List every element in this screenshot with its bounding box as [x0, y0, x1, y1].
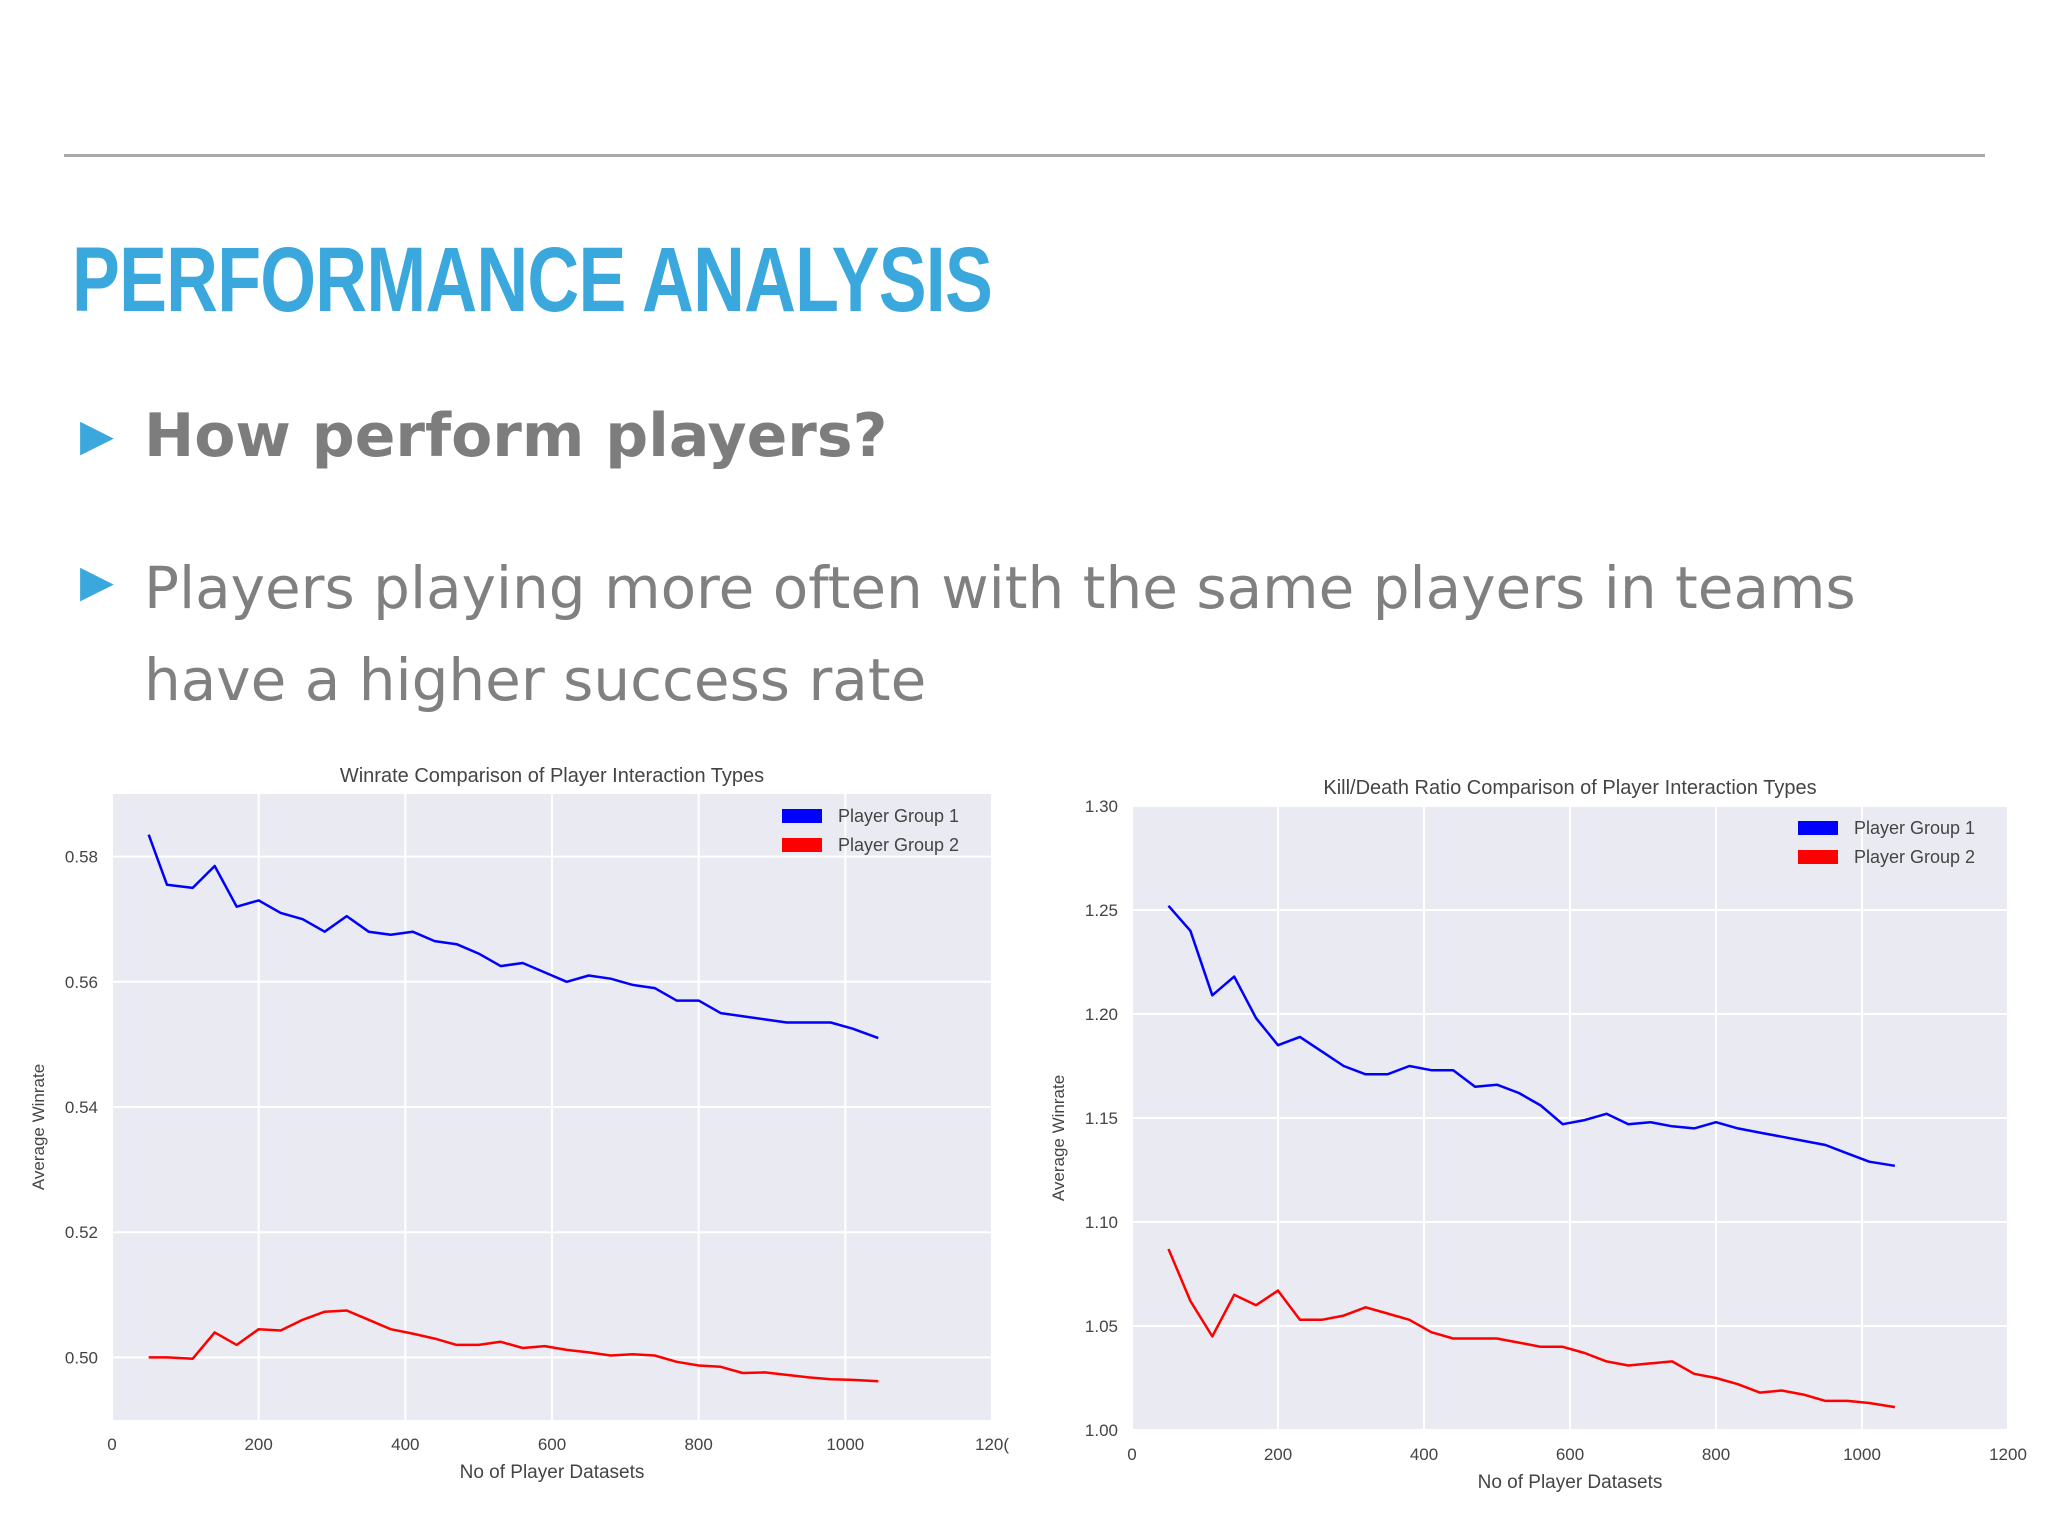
y-tick-label: 1.00 — [1085, 1421, 1118, 1440]
y-tick-label: 0.50 — [65, 1348, 98, 1367]
series-line-group-2 — [1167, 1248, 1896, 1409]
legend-swatch — [782, 809, 822, 823]
x-tick-label: 400 — [1410, 1445, 1438, 1464]
legend-label: Player Group 2 — [838, 835, 959, 855]
y-tick-label: 0.54 — [65, 1098, 98, 1117]
y-tick-label: 0.56 — [65, 973, 98, 992]
x-tick-label: 0 — [107, 1435, 116, 1454]
y-tick-label: 0.52 — [65, 1223, 98, 1242]
y-tick-label: 0.58 — [65, 848, 98, 867]
x-tick-label: 200 — [1264, 1445, 1292, 1464]
slide-title: PERFORMANCE ANALYSIS — [72, 229, 993, 331]
x-tick-label: 120( — [975, 1435, 1009, 1454]
winrate-chart: 0 200 400 600 800 1000 120( 0.50 0.52 0.54 0.56 0.5… — [29, 765, 1009, 1483]
x-axis-label: No of Player Datasets — [460, 1462, 645, 1483]
legend-swatch — [1798, 850, 1838, 864]
y-tick-label: 1.30 — [1085, 797, 1118, 816]
legend-label: Player Group 1 — [838, 806, 959, 826]
chart-title: Kill/Death Ratio Comparison of Player In… — [1323, 777, 1816, 799]
bullet-text: How perform players? — [144, 401, 888, 471]
x-tick-label: 800 — [684, 1435, 712, 1454]
top-divider — [64, 154, 1985, 157]
x-tick-label: 600 — [538, 1435, 566, 1454]
legend-label: Player Group 1 — [1854, 818, 1975, 838]
x-tick-label: 200 — [244, 1435, 272, 1454]
legend-swatch — [782, 838, 822, 852]
x-tick-label: 1000 — [826, 1435, 864, 1454]
chart-title: Winrate Comparison of Player Interaction… — [340, 765, 764, 787]
y-axis-label: Average Winrate — [29, 1064, 48, 1190]
legend-swatch — [1798, 821, 1838, 835]
series-line-group-1 — [147, 834, 879, 1040]
legend-label: Player Group 2 — [1854, 847, 1975, 867]
triangle-bullet-icon: ▶ — [80, 410, 114, 461]
y-tick-label: 1.20 — [1085, 1005, 1118, 1024]
y-tick-label: 1.25 — [1085, 901, 1118, 920]
triangle-bullet-icon: ▶ — [80, 556, 114, 607]
x-tick-label: 0 — [1127, 1445, 1136, 1464]
series-line-group-1 — [1167, 904, 1896, 1168]
x-tick-label: 1000 — [1843, 1445, 1881, 1464]
bullet-text: Players playing more often with the same… — [144, 554, 1856, 714]
y-tick-label: 1.15 — [1085, 1109, 1118, 1128]
y-tick-label: 1.10 — [1085, 1213, 1118, 1232]
y-axis-label: Average Winrate — [1049, 1075, 1068, 1201]
x-tick-label: 400 — [391, 1435, 419, 1454]
x-axis-label: No of Player Datasets — [1478, 1472, 1663, 1493]
y-tick-label: 1.05 — [1085, 1317, 1118, 1336]
kill-death-chart: 0 200 400 600 800 1000 1200 1.00 1.05 1.10 1.15 1.2… — [1049, 777, 2027, 1493]
x-tick-label: 800 — [1702, 1445, 1730, 1464]
x-tick-label: 600 — [1556, 1445, 1584, 1464]
series-line-group-2 — [148, 1309, 879, 1383]
x-tick-label: 1200 — [1989, 1445, 2027, 1464]
